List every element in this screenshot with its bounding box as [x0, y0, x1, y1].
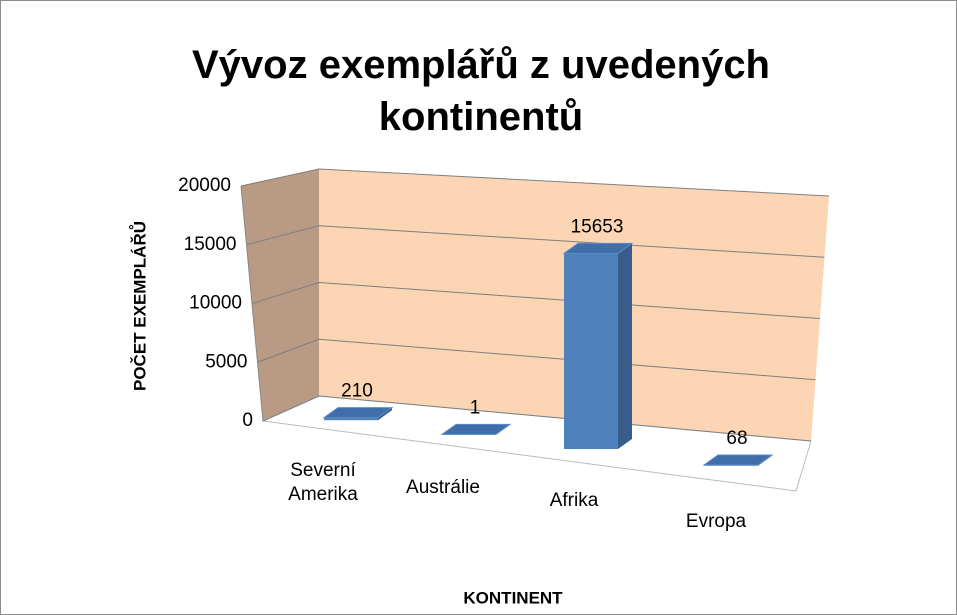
value-label: 210: [341, 381, 373, 402]
y-tick-label: 20000: [178, 175, 231, 196]
x-tick-label: Severní Amerika: [288, 460, 358, 505]
value-label: 68: [726, 428, 747, 449]
grid-line: [262, 395, 812, 442]
y-tick-label: 15000: [184, 234, 237, 255]
x-axis-label: KONTINENT: [463, 588, 563, 607]
value-label: 15653: [571, 216, 624, 237]
value-label: 1: [470, 397, 481, 418]
bar-side: [618, 243, 632, 449]
y-tick-label: 0: [242, 410, 253, 431]
y-axis: [240, 185, 264, 422]
grid-line: [240, 168, 830, 197]
bar-side: [378, 407, 392, 421]
x-tick-label: Evropa: [685, 511, 747, 532]
x-tick-label: Afrika: [549, 490, 599, 511]
bar-top: [702, 454, 774, 466]
bar-top: [562, 242, 634, 254]
chart-title: Vývoz exemplářů z uvedených kontinentů: [191, 43, 770, 139]
bar-top: [322, 407, 394, 419]
y-tick-label: 5000: [205, 351, 247, 372]
bar: [324, 417, 378, 421]
x-tick-label: Austrálie: [406, 477, 480, 498]
bar: [564, 253, 618, 449]
y-axis-label: POČET EXEMPLÁŘŮ: [129, 221, 149, 391]
bar-top: [440, 423, 512, 435]
y-tick-label: 10000: [189, 293, 242, 314]
grid-line: [251, 281, 821, 319]
grid-line: [246, 225, 825, 258]
grid-line: [257, 338, 816, 381]
